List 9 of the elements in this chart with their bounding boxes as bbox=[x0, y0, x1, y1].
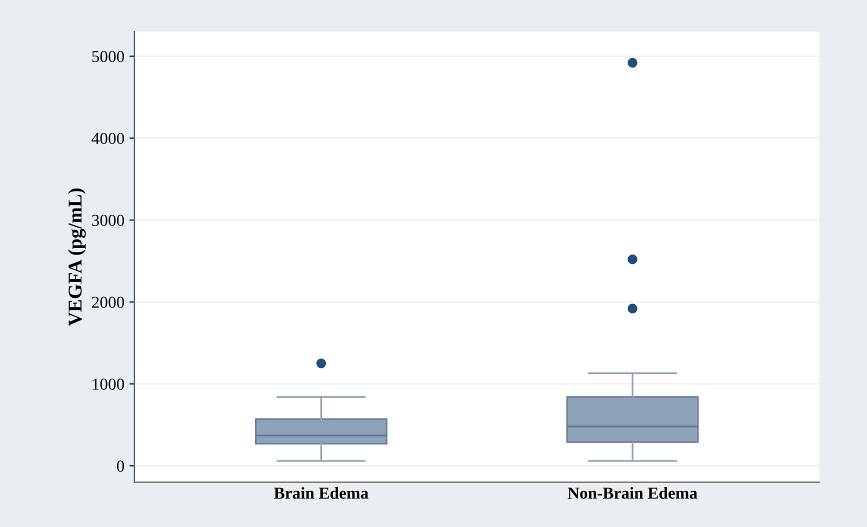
y-tick-label: 2000 bbox=[92, 296, 124, 308]
y-tick-label: 1000 bbox=[92, 378, 124, 390]
y-axis-title: VEGFA (pg/mL) bbox=[68, 188, 86, 326]
y-tick-label: 4000 bbox=[92, 132, 124, 144]
x-tick-label: Brain Edema bbox=[274, 487, 368, 499]
y-tick-label: 0 bbox=[116, 460, 124, 472]
y-tick-label: 3000 bbox=[92, 214, 124, 226]
y-tick-label: 5000 bbox=[92, 50, 124, 62]
x-tick-label: Non-Brain Edema bbox=[568, 487, 698, 499]
